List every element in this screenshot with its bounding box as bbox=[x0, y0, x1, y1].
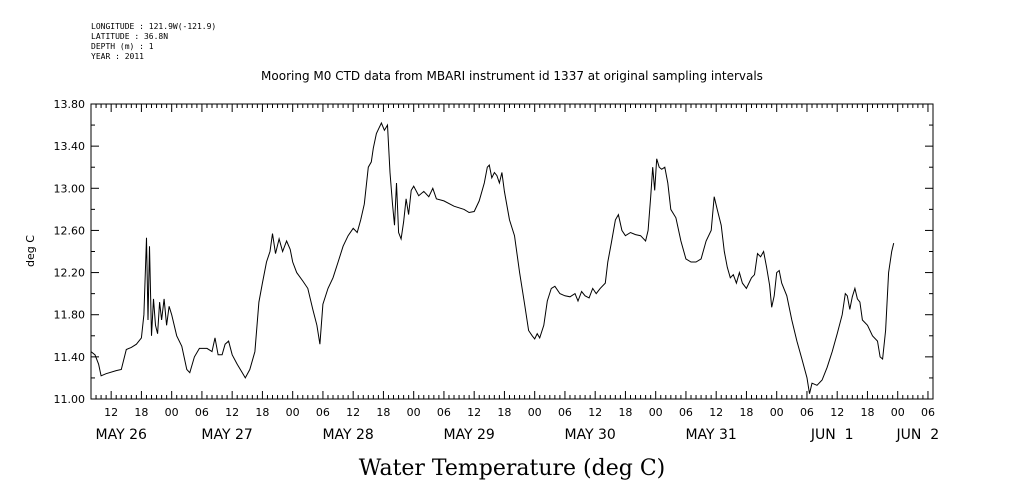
x-tick-label: 18 bbox=[255, 406, 269, 419]
x-day-label: JUN 1 bbox=[810, 427, 854, 443]
x-day-label: JUN 2 bbox=[896, 427, 940, 443]
y-tick-label: 11.40 bbox=[54, 351, 86, 364]
y-tick-label: 13.00 bbox=[54, 182, 86, 195]
x-tick-label: 12 bbox=[467, 406, 481, 419]
x-axis-label: Water Temperature (deg C) bbox=[359, 456, 666, 481]
x-tick-label: 06 bbox=[316, 406, 330, 419]
x-tick-label: 06 bbox=[558, 406, 572, 419]
year-label: YEAR : 2011 bbox=[91, 52, 144, 61]
x-day-labels: MAY 26 MAY 27 MAY 28 MAY 29 MAY 30 MAY 31 JUN … bbox=[96, 427, 940, 443]
latitude-label: LATITUDE : 36.8N bbox=[91, 32, 169, 41]
y-axis: 11.00 11.40 11.80 12.20 12.60 13.00 13.40 13.80 bbox=[54, 98, 933, 406]
x-tick-label: 00 bbox=[286, 406, 300, 419]
x-tick-label: 12 bbox=[709, 406, 723, 419]
depth-label: DEPTH (m) : 1 bbox=[91, 42, 154, 51]
x-day-label: MAY 29 bbox=[443, 427, 494, 443]
x-tick-label: 06 bbox=[921, 406, 935, 419]
x-tick-label: 00 bbox=[528, 406, 542, 419]
x-tick-label: 12 bbox=[346, 406, 360, 419]
x-day-label: MAY 27 bbox=[201, 427, 252, 443]
x-day-label: MAY 26 bbox=[96, 427, 147, 443]
y-tick-label: 11.00 bbox=[54, 393, 86, 406]
y-tick-label: 11.80 bbox=[54, 309, 86, 322]
x-tick-label: 00 bbox=[165, 406, 179, 419]
x-tick-label: 06 bbox=[800, 406, 814, 419]
x-tick-label: 12 bbox=[830, 406, 844, 419]
x-day-label: MAY 31 bbox=[685, 427, 736, 443]
x-tick-label: 18 bbox=[497, 406, 511, 419]
x-day-label: MAY 30 bbox=[564, 427, 615, 443]
x-day-label: MAY 28 bbox=[322, 427, 373, 443]
chart-title: Mooring M0 CTD data from MBARI instrumen… bbox=[261, 69, 763, 83]
x-tick-label: 12 bbox=[225, 406, 239, 419]
x-tick-label: 18 bbox=[739, 406, 753, 419]
y-tick-label: 13.40 bbox=[54, 140, 86, 153]
y-tick-label: 12.20 bbox=[54, 267, 86, 280]
longitude-label: LONGITUDE : 121.9W(-121.9) bbox=[91, 22, 217, 31]
y-tick-label: 12.60 bbox=[54, 224, 86, 237]
x-tick-label: 18 bbox=[134, 406, 148, 419]
y-tick-label: 13.80 bbox=[54, 98, 86, 111]
x-tick-label: 18 bbox=[618, 406, 632, 419]
temperature-series-line bbox=[90, 121, 895, 394]
x-tick-label: 00 bbox=[407, 406, 421, 419]
header-info: LONGITUDE : 121.9W(-121.9) LATITUDE : 36… bbox=[91, 22, 216, 62]
y-axis-label: deg C bbox=[24, 235, 37, 267]
x-tick-label: 00 bbox=[891, 406, 905, 419]
x-tick-label: 06 bbox=[437, 406, 451, 419]
x-tick-label: 00 bbox=[649, 406, 663, 419]
plot-frame bbox=[90, 103, 934, 400]
x-tick-label: 18 bbox=[860, 406, 874, 419]
x-tick-label: 18 bbox=[376, 406, 390, 419]
x-tick-label: 06 bbox=[679, 406, 693, 419]
x-tick-label: 00 bbox=[770, 406, 784, 419]
x-tick-label: 12 bbox=[588, 406, 602, 419]
x-tick-label: 06 bbox=[195, 406, 209, 419]
x-axis: 12 18 00 06 12 18 00 06 12 18 00 06 12 18 00 06 12 18 00 06… bbox=[95, 104, 935, 419]
x-tick-label: 12 bbox=[104, 406, 118, 419]
